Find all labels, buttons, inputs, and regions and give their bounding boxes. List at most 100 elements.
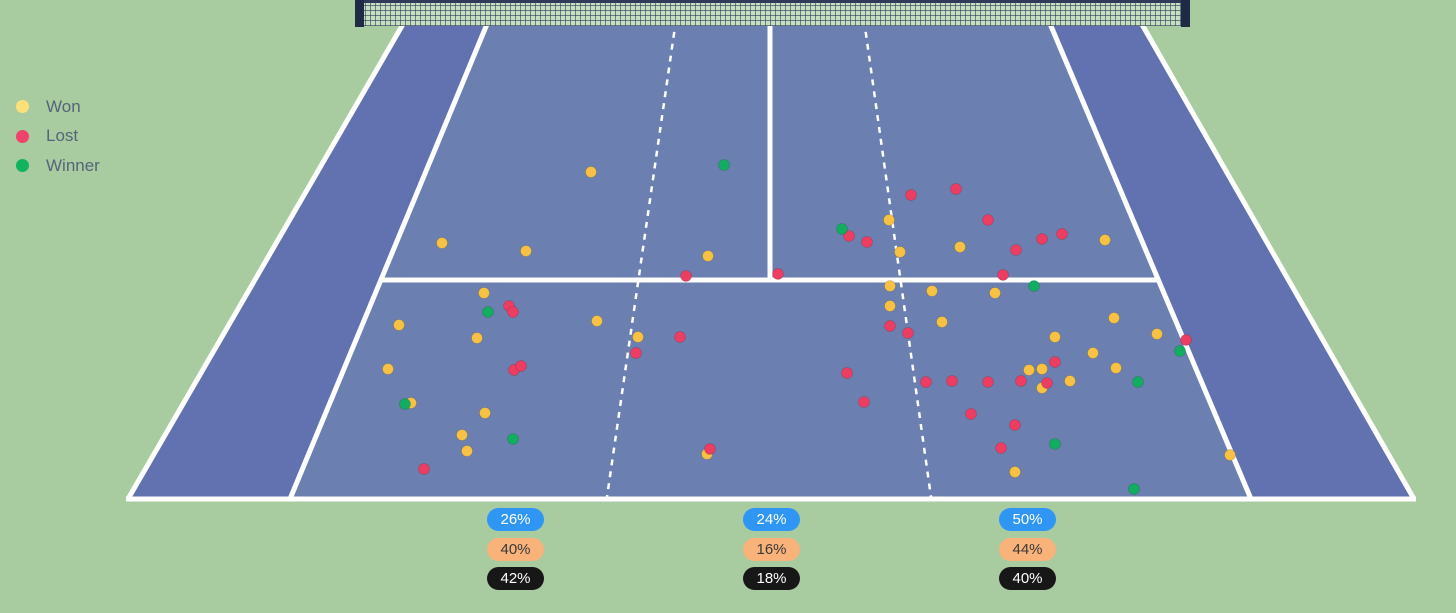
shot-point-won (884, 300, 896, 312)
shot-point-lost (843, 230, 855, 242)
shot-point-winner (1049, 438, 1061, 450)
shot-point-won (1110, 362, 1122, 374)
shot-point-winner (1174, 345, 1186, 357)
shot-point-lost (1015, 375, 1027, 387)
legend-item-won: Won (16, 92, 100, 122)
court-lines (125, 0, 1417, 502)
shot-point-won (456, 429, 468, 441)
shot-point-lost (858, 396, 870, 408)
shot-point-winner (836, 223, 848, 235)
shot-point-won (382, 363, 394, 375)
shot-point-won (936, 316, 948, 328)
shot-point-won (471, 332, 483, 344)
shot-point-won (461, 445, 473, 457)
shot-point-won (585, 166, 597, 178)
shot-point-lost (704, 443, 716, 455)
shot-point-won (926, 285, 938, 297)
zone-left-pill-orange: 40% (487, 538, 544, 561)
shot-point-won (1049, 331, 1061, 343)
shot-point-won (520, 245, 532, 257)
right-zone-divider (862, 19, 933, 498)
shot-point-won (632, 331, 644, 343)
shot-point-lost (674, 331, 686, 343)
shot-point-won (894, 246, 906, 258)
shot-point-lost (1010, 244, 1022, 256)
shot-point-lost (1036, 233, 1048, 245)
shot-point-won (1036, 363, 1048, 375)
shot-point-winner (482, 306, 494, 318)
shot-point-winner (1028, 280, 1040, 292)
shot-point-won (1023, 364, 1035, 376)
left-zone-divider (605, 19, 678, 498)
shot-point-lost (982, 214, 994, 226)
legend-label: Winner (46, 155, 100, 175)
shot-point-lost (920, 376, 932, 388)
zone-left-pill-black: 42% (487, 567, 544, 590)
shot-point-lost (1049, 356, 1061, 368)
legend-item-lost: Lost (16, 122, 100, 152)
shot-point-lost (995, 442, 1007, 454)
net (355, 0, 1190, 27)
right-doubles-sideline (1125, 0, 1417, 501)
legend-item-winner: Winner (16, 151, 100, 181)
zone-right-pill-blue: 50% (999, 508, 1056, 531)
shot-point-winner (399, 398, 411, 410)
shot-point-lost (515, 360, 527, 372)
shot-point-winner (1132, 376, 1144, 388)
left-singles-sideline (287, 0, 500, 500)
shot-point-won (1009, 466, 1021, 478)
lost-dot-icon (16, 129, 29, 143)
shot-point-won (1064, 375, 1076, 387)
winner-dot-icon (16, 159, 29, 173)
shot-point-won (478, 287, 490, 299)
zone-middle-pill-black: 18% (743, 567, 800, 590)
shot-point-lost (1056, 228, 1068, 240)
shot-point-lost (630, 347, 642, 359)
shot-point-winner (718, 159, 730, 171)
shot-point-won (702, 250, 714, 262)
shot-point-lost (772, 268, 784, 280)
shot-point-won (436, 237, 448, 249)
shot-point-lost (841, 367, 853, 379)
shot-point-lost (946, 375, 958, 387)
shot-point-lost (982, 376, 994, 388)
shot-point-lost (1009, 419, 1021, 431)
shot-point-won (1099, 234, 1111, 246)
zone-right-pill-black: 40% (999, 567, 1056, 590)
shot-point-lost (861, 236, 873, 248)
legend-label: Lost (46, 126, 79, 146)
shot-points (382, 159, 1236, 495)
shot-point-lost (418, 463, 430, 475)
right-singles-sideline (1037, 0, 1254, 500)
shot-point-won (883, 214, 895, 226)
shot-point-won (591, 315, 603, 327)
shot-point-won (1151, 328, 1163, 340)
net-post-right (1181, 0, 1190, 27)
left-doubles-sideline (125, 0, 420, 501)
shot-point-winner (507, 433, 519, 445)
zone-middle-pill-orange: 16% (743, 538, 800, 561)
shot-point-won (1108, 312, 1120, 324)
won-dot-icon (16, 100, 29, 114)
shot-point-lost (1041, 377, 1053, 389)
shot-point-won (884, 280, 896, 292)
net-post-left (355, 0, 364, 27)
shot-point-lost (965, 408, 977, 420)
legend: Won Lost Winner (16, 92, 100, 181)
shot-point-won (1224, 449, 1236, 461)
shot-point-lost (680, 270, 692, 282)
shot-point-lost (902, 327, 914, 339)
shot-point-lost (884, 320, 896, 332)
zone-middle-pill-blue: 24% (743, 508, 800, 531)
shot-point-won (1087, 347, 1099, 359)
shot-point-won (479, 407, 491, 419)
shot-point-won (989, 287, 1001, 299)
shot-point-lost (1180, 334, 1192, 346)
zone-left-pill-blue: 26% (487, 508, 544, 531)
shot-point-won (954, 241, 966, 253)
shot-point-lost (997, 269, 1009, 281)
shot-point-lost (905, 189, 917, 201)
legend-label: Won (46, 96, 81, 116)
shot-point-lost (950, 183, 962, 195)
